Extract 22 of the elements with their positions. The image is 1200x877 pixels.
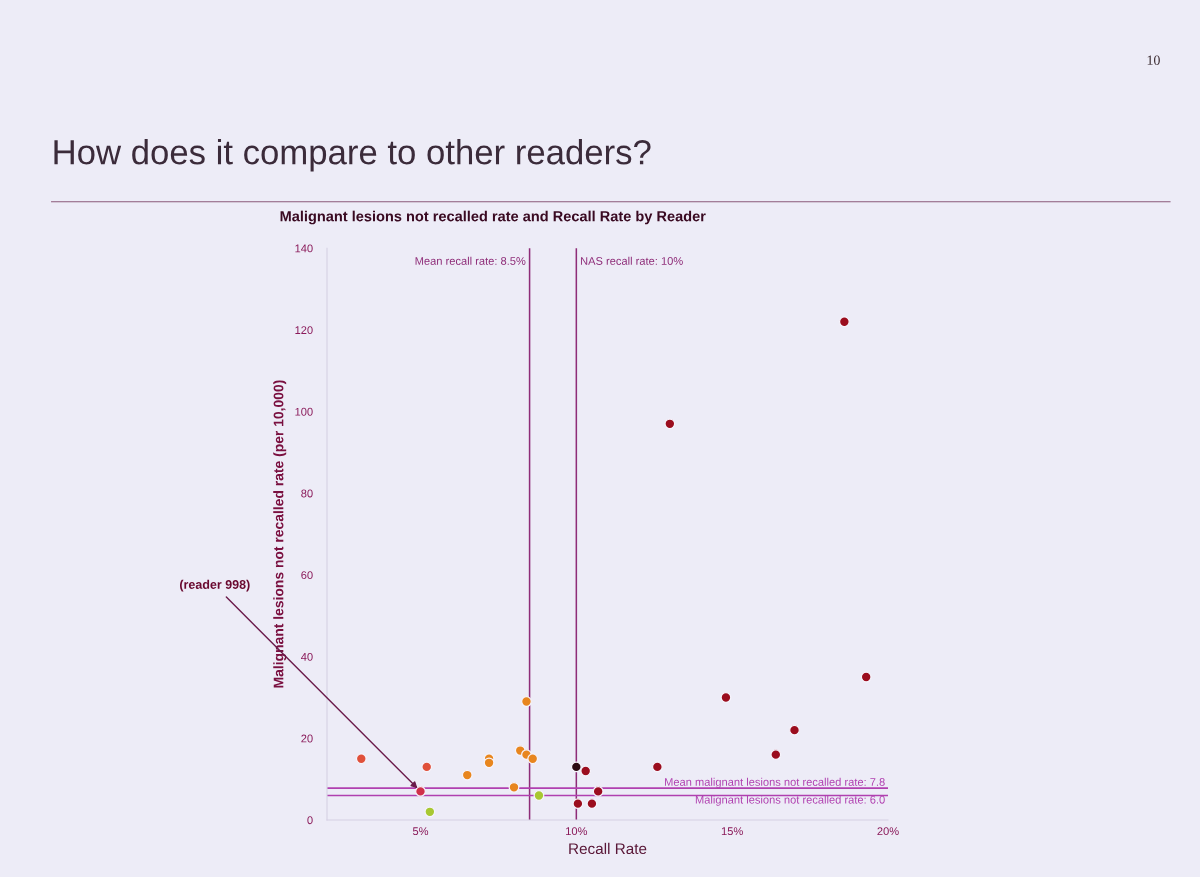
x-axis-title: Recall Rate — [569, 842, 647, 855]
y-tick-label: 0 — [307, 816, 313, 825]
y-tick-label: 20 — [301, 734, 313, 743]
y-tick-label: 40 — [301, 652, 313, 661]
chart-title: How does it compare to other readers? — [54, 139, 651, 172]
x-tick-label: 10% — [566, 827, 588, 836]
ref-line-label: Mean malignant lesions not recalled rate: 7.8 — [665, 777, 885, 789]
ref-line-label: Malignant lesions not recalled rate: 6.0 — [695, 795, 885, 806]
x-tick-label: 5% — [412, 827, 429, 836]
y-tick-label: 100 — [295, 407, 313, 416]
y-tick-label: 80 — [301, 489, 313, 498]
y-tick-label: 60 — [301, 571, 313, 580]
annotation: (reader 998) — [179, 579, 250, 592]
chart-subtitle: Malignant lesions not recalled rate and Recall Rate by Reader — [280, 210, 706, 225]
x-tick-label: 15% — [721, 827, 743, 836]
y-axis-title: Malignant lesions not recalled rate (per 10,000) — [273, 380, 287, 688]
ref-line-label: NAS recall rate: 10% — [580, 256, 683, 265]
y-tick-label: 120 — [295, 326, 313, 335]
y-tick-label: 140 — [295, 244, 313, 253]
ref-line-label: Mean recall rate: 8.5% — [415, 256, 526, 265]
text: 10 — [1147, 55, 1160, 65]
x-tick-label: 20% — [877, 827, 899, 836]
